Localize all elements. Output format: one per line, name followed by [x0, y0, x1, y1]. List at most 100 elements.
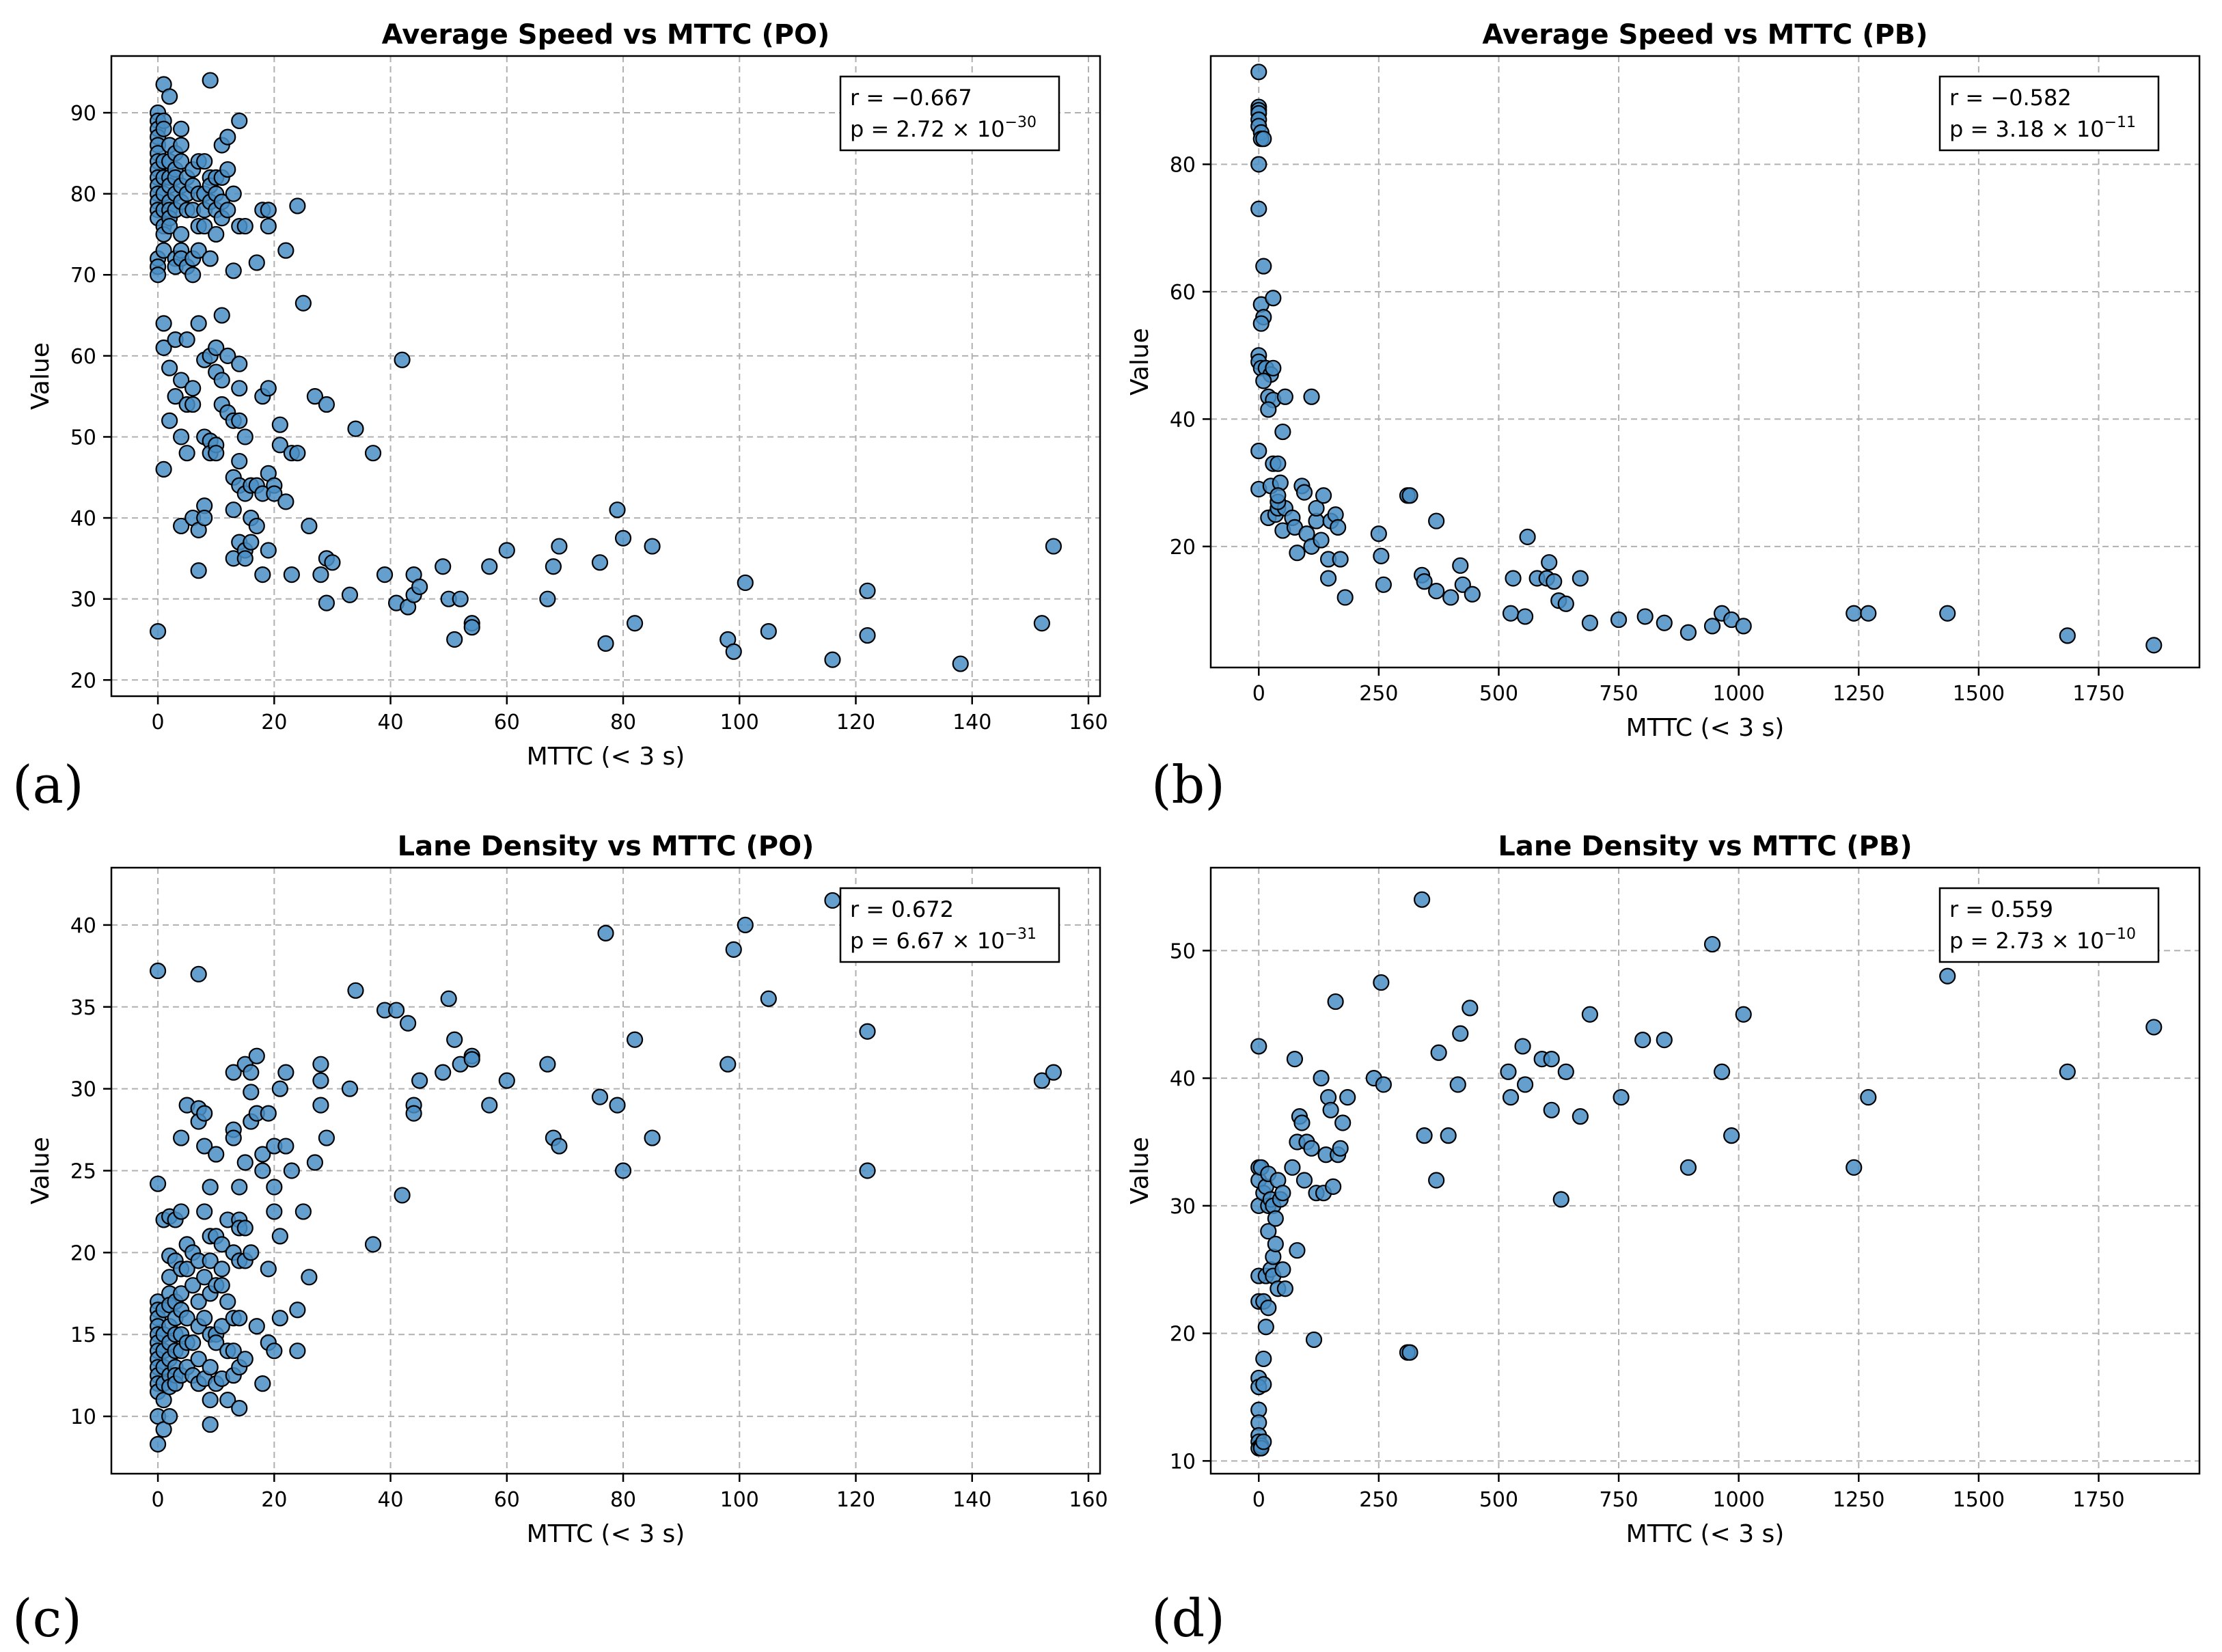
chart-a-point — [173, 517, 190, 535]
chart-a-point — [551, 538, 568, 555]
chart-b-point — [2059, 627, 2076, 644]
chart-d-point — [1502, 1089, 1520, 1106]
chart-a-point — [161, 412, 178, 429]
chart-c-point — [173, 1129, 190, 1146]
chart-a-point — [289, 197, 306, 215]
chart-d-point — [1322, 1101, 1339, 1118]
chart-b-p-value: p = 3.18 × 10−11 — [1949, 114, 2136, 142]
chart-c-point — [481, 1097, 498, 1114]
chart-c-p-value: p = 6.67 × 10−31 — [850, 926, 1037, 954]
chart-b-point — [1250, 200, 1267, 217]
chart-b-point — [1519, 528, 1536, 545]
chart-c-point — [202, 1392, 219, 1409]
chart-d-x-tick-label: 1750 — [2072, 1488, 2124, 1512]
chart-a-point — [236, 217, 253, 235]
chart-c-point — [347, 982, 364, 999]
chart-c-point — [173, 1285, 190, 1302]
chart-a-point — [435, 558, 452, 575]
chart-a-point — [498, 542, 515, 559]
chart-a-point — [231, 452, 248, 470]
chart-a-point — [213, 307, 230, 324]
chart-b-point — [1502, 605, 1520, 622]
chart-a-point — [190, 315, 207, 332]
chart-a-point — [644, 538, 661, 555]
chart-a-point — [173, 372, 190, 389]
chart-a-point — [155, 460, 172, 478]
chart-a-point — [859, 582, 876, 599]
chart-a-point — [248, 254, 265, 271]
chart-c-point — [225, 1064, 242, 1081]
chart-a-x-tick-label: 100 — [720, 711, 759, 734]
chart-a-point — [231, 112, 248, 129]
chart-a-point — [545, 558, 562, 575]
chart-c-point — [149, 1435, 167, 1453]
chart-d-x-axis-label: MTTC (< 3 s) — [1626, 1520, 1785, 1548]
chart-b-point — [1289, 545, 1306, 562]
chart-d-y-tick-label: 10 — [1170, 1450, 1196, 1474]
chart-a-point — [952, 655, 969, 672]
chart-d-point — [1325, 1178, 1342, 1195]
chart-d-point — [1543, 1051, 1560, 1068]
chart-d-point — [1500, 1063, 1517, 1080]
chart-d-plot-frame — [1209, 866, 2201, 1475]
chart-d-point — [1255, 1433, 1272, 1450]
chart-a-point — [155, 315, 172, 332]
chart-a-x-tick-label: 80 — [610, 711, 636, 734]
chart-c-x-tick-label: 80 — [610, 1488, 636, 1512]
chart-c-point — [266, 1179, 283, 1196]
chart-d-point — [1274, 1261, 1291, 1278]
chart-d-point — [1413, 891, 1431, 908]
chart-a-point — [254, 566, 271, 583]
chart-c-point — [271, 1080, 288, 1097]
chart-d-point — [1332, 1140, 1349, 1157]
chart-c-point — [1045, 1064, 1062, 1081]
chart-a-x-tick-label: 140 — [952, 711, 991, 734]
chart-b-x-tick-label: 500 — [1479, 682, 1518, 706]
chart-d-point — [1276, 1280, 1293, 1297]
chart-b-point — [1265, 359, 1282, 376]
chart-c-point — [161, 1269, 178, 1286]
chart-d-point — [1462, 1000, 1479, 1017]
chart-a-point — [173, 120, 190, 137]
chart-a-point — [161, 217, 178, 235]
chart-b-point — [1250, 64, 1267, 81]
chart-b-point — [1250, 442, 1267, 460]
chart-c-point — [184, 1277, 202, 1294]
chart-a-point — [173, 428, 190, 445]
chart-d-point — [1543, 1101, 1560, 1118]
chart-c-x-tick-label: 60 — [494, 1488, 520, 1512]
chart-c-point — [719, 1056, 737, 1073]
chart-a-y-tick-label: 60 — [70, 345, 96, 369]
chart-d-point — [2059, 1063, 2076, 1080]
chart-b-point — [1636, 608, 1654, 625]
chart-a-y-tick-label: 50 — [70, 426, 96, 450]
chart-c-point — [341, 1080, 359, 1097]
chart-c-x-tick-label: 40 — [377, 1488, 403, 1512]
chart-a-point — [196, 509, 213, 527]
chart-d-point — [1723, 1127, 1740, 1144]
chart-c-point — [725, 941, 742, 958]
chart-c-point — [312, 1097, 329, 1114]
chart-d-y-tick-label: 50 — [1170, 939, 1196, 963]
chart-c-point — [301, 1269, 318, 1286]
chart-d-p-value: p = 2.73 × 10−10 — [1949, 926, 2136, 954]
chart-b-point — [1255, 372, 1272, 389]
chart-d-point — [1452, 1025, 1469, 1042]
chart-a-point — [260, 202, 277, 219]
chart-a-title: Average Speed vs MTTC (PO) — [382, 19, 830, 51]
chart-c-x-tick-label: 0 — [152, 1488, 165, 1512]
chart-c-point — [266, 1343, 283, 1360]
chart-a-point — [591, 554, 609, 571]
chart-a-point — [294, 294, 312, 312]
chart-d-point — [1373, 974, 1390, 991]
chart-b-point — [1276, 388, 1293, 405]
chart-d-stats-box — [1938, 887, 2160, 963]
chart-d-point — [1274, 1185, 1291, 1202]
chart-a-point — [318, 396, 335, 413]
chart-b-title: Average Speed vs MTTC (PB) — [1482, 19, 1928, 51]
chart-c-point — [208, 1334, 225, 1351]
chart-a-point — [609, 501, 626, 519]
chart-d-y-tick-label: 40 — [1170, 1067, 1196, 1091]
chart-b-point — [1656, 614, 1673, 631]
chart-b-point — [1332, 551, 1349, 568]
